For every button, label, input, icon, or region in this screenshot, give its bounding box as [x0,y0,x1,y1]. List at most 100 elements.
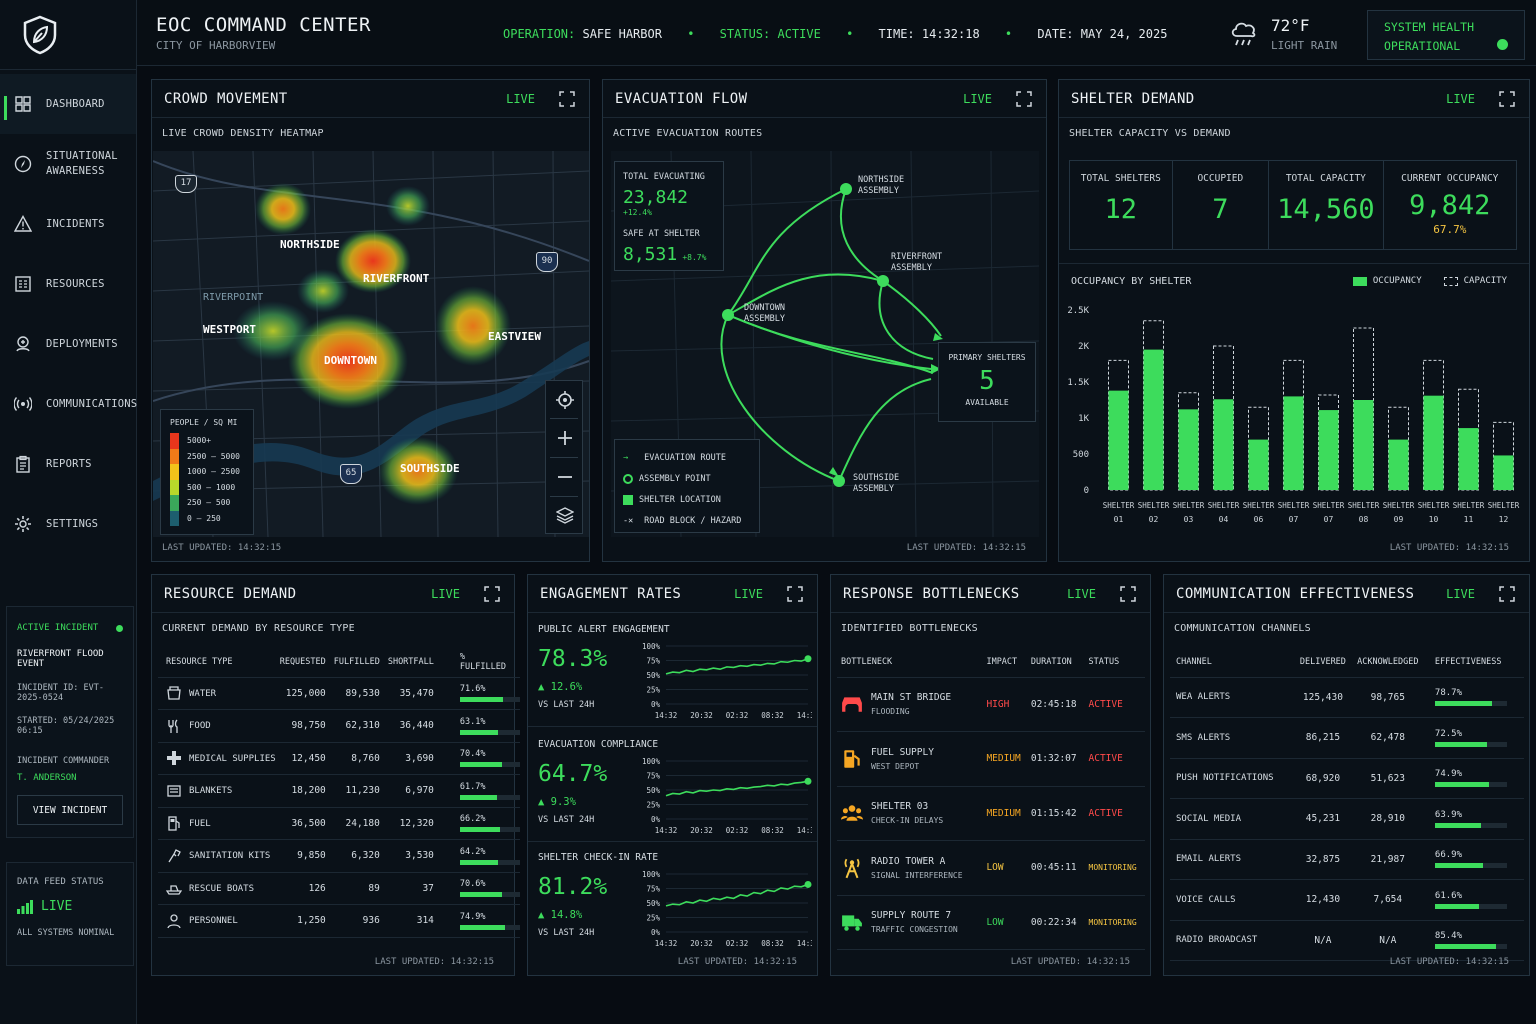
shield-leaf-icon [23,15,57,54]
clipboard-icon [16,455,30,473]
table-row[interactable]: MAIN ST BRIDGE FLOODING HIGH 02:45:18 ACTIVE [837,677,1145,732]
table-row[interactable]: VOICE CALLS 12,430 7,654 61.6% [1170,879,1524,921]
impact-level: HIGH [982,677,1027,732]
resource-type: WATER [189,688,217,699]
acknowledged: N/A [1350,920,1425,961]
table-row[interactable]: SMS ALERTS 86,215 62,478 72.5% [1170,717,1524,759]
cell-ful: 8,760 [329,742,384,775]
sidebar-item-settings[interactable]: SETTINGS [0,494,136,554]
table-row[interactable]: MEDICAL SUPPLIES 12,450 8,760 3,690 70.4% [158,742,520,775]
y-tick-label: 0% [651,815,661,824]
weather-temp: 72°F [1271,16,1310,35]
sidebar-item-dashboard[interactable]: DASHBOARD [0,74,136,134]
x-tick-label: 07 [1289,515,1299,524]
engagement-metric[interactable]: EVACUATION COMPLIANCE 64.7% ▲ 9.3% VS LAST … [528,730,817,842]
resource-table: RESOURCE TYPE REQUESTED FULFILLED SHORTFALL… [158,647,520,938]
status-badge: ACTIVE [1084,786,1145,841]
logo[interactable] [0,0,136,70]
table-row[interactable]: SUPPLY ROUTE 7 TRAFFIC CONGESTION LOW 00:22… [837,895,1145,950]
legend-capacity: CAPACITY [1463,276,1507,286]
expand-icon[interactable] [1499,91,1515,107]
system-health-badge[interactable]: SYSTEM HEALTH OPERATIONAL [1367,10,1525,60]
highway-shield-17: 17 [175,175,197,193]
cell-ful: 11,230 [329,774,384,808]
expand-icon[interactable] [1499,586,1515,602]
engagement-metric[interactable]: PUBLIC ALERT ENGAGEMENT 78.3% ▲ 12.6% VS LA… [528,615,817,727]
highway-shield-90: 90 [536,252,558,272]
metric-delta: ▲ 14.8% [538,909,583,921]
resource-type: BLANKETS [189,786,233,797]
table-row[interactable]: FUEL 36,500 24,180 12,320 66.2% [158,807,520,840]
delivered: 32,875 [1295,839,1351,880]
resource-type: SANITATION KITS [189,851,271,862]
table-row[interactable]: SHELTER 03 CHECK-IN DELAYS MEDIUM 01:15:42 A… [837,786,1145,841]
channel-name: WEA ALERTS [1170,677,1296,718]
column-header: REQUESTED [275,647,330,678]
gear-icon [15,516,31,532]
primary-shelters-card[interactable]: PRIMARY SHELTERS 5 AVAILABLE [938,342,1036,422]
channel-name: PUSH NOTIFICATIONS [1170,758,1296,799]
zoom-out-icon[interactable] [557,469,573,485]
cell-req: 12,450 [275,742,330,775]
engagement-metric[interactable]: SHELTER CHECK-IN RATE 81.2% ▲ 14.8% VS LAST… [528,843,817,955]
progress-track [1434,701,1507,707]
sidebar-item-incidents[interactable]: INCIDENTS [0,194,136,254]
weather-widget: 72°F LIGHT RAIN [1229,16,1337,52]
table-row[interactable]: WEA ALERTS 125,430 98,765 78.7% [1170,677,1524,718]
metric-compare: VS LAST 24H [538,700,595,710]
sidebar-item-communications[interactable]: COMMUNICATIONS [0,374,137,434]
view-incident-button[interactable]: VIEW INCIDENT [17,795,123,825]
sidebar-item-label: SETTINGS [46,517,99,530]
legend-swatch [170,448,179,464]
sidebar-item-deployments[interactable]: DEPLOYMENTS [0,314,136,374]
table-row[interactable]: BLANKETS 18,200 11,230 6,970 61.7% [158,774,520,808]
table-row[interactable]: PUSH NOTIFICATIONS 68,920 51,623 74.9% [1170,758,1524,799]
cell-short: 35,470 [383,677,446,710]
expand-icon[interactable] [787,586,803,602]
cell-short: 37 [383,872,446,905]
table-row[interactable]: RADIO BROADCAST N/A N/A 85.4% [1170,920,1524,961]
data-feed-note: ALL SYSTEMS NOMINAL [17,928,115,938]
percent-fulfilled: 66.2% [459,814,486,825]
occupancy-bar [1108,390,1129,490]
x-tick-label: 14:32 [655,826,678,835]
table-row[interactable]: WATER 125,000 89,530 35,470 71.6% [158,677,520,710]
table-row[interactable]: FUEL SUPPLY WEST DEPOT MEDIUM 01:32:07 ACTIV… [837,731,1145,787]
table-row[interactable]: SOCIAL MEDIA 45,231 28,910 63.9% [1170,798,1524,840]
effectiveness-percent: 61.6% [1434,890,1462,901]
sidebar-item-reports[interactable]: REPORTS [0,434,136,494]
table-row[interactable]: PERSONNEL 1,250 936 314 74.9% [158,904,520,938]
expand-icon[interactable] [1016,91,1032,107]
column-header: FULFILLED [329,647,384,678]
panel-subtitle: COMMUNICATION CHANNELS [1174,623,1311,634]
column-header: IMPACT [982,647,1027,678]
expand-icon[interactable] [559,91,575,107]
column-header: STATUS [1084,647,1145,678]
cell-ful: 936 [329,904,384,938]
delivered: 12,430 [1295,879,1351,921]
evacuation-map[interactable]: TOTAL EVACUATING 23,842 +12.4% SAFE AT S… [611,151,1039,537]
sidebar-item-situational-awareness[interactable]: SITUATIONAL AWARENESS [0,134,136,194]
heatmap-map[interactable]: NORTHSIDE RIVERFRONT RIVERPOINT WESTPORT… [153,151,589,537]
evac-stats-card: TOTAL EVACUATING 23,842 +12.4% SAFE AT S… [614,161,724,271]
sidebar-item-resources[interactable]: RESOURCES [0,254,136,314]
expand-icon[interactable] [484,586,500,602]
table-row[interactable]: FOOD 98,750 62,310 36,440 63.1% [158,709,520,743]
table-row[interactable]: RADIO TOWER A SIGNAL INTERFERENCE LOW 00:45… [837,840,1145,896]
zoom-in-icon[interactable] [557,430,573,446]
y-tick-label: 2.5K [1067,306,1089,316]
capacity-bar [1108,359,1129,491]
x-tick-label: 08:32 [761,711,784,720]
layers-icon[interactable] [556,506,574,524]
table-row[interactable]: SANITATION KITS 9,850 6,320 3,530 64.2% [158,839,520,873]
deploy-icon [16,336,30,352]
x-tick-label: 02 [1149,515,1159,524]
system-health-value: OPERATIONAL [1384,39,1461,53]
table-row[interactable]: RESCUE BOATS 126 89 37 70.6% [158,872,520,905]
legend-row: 5000+ [170,433,244,449]
progress-track [1434,903,1507,909]
expand-icon[interactable] [1120,586,1136,602]
locate-icon[interactable] [556,391,574,409]
y-tick-label: 75% [646,772,660,781]
table-row[interactable]: EMAIL ALERTS 32,875 21,987 66.9% [1170,839,1524,880]
